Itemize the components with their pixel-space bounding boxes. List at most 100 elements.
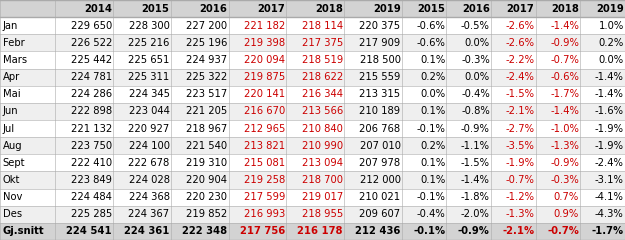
Text: 215 081: 215 081	[244, 158, 285, 168]
Text: 224 781: 224 781	[71, 72, 112, 82]
Text: 223 849: 223 849	[71, 175, 112, 185]
Text: 2015: 2015	[418, 4, 445, 14]
Text: 2016: 2016	[462, 4, 490, 14]
Bar	[0, 0, 625, 17]
Bar	[0, 69, 625, 86]
Bar	[0, 171, 625, 189]
Text: 224 286: 224 286	[71, 89, 112, 99]
Text: 225 196: 225 196	[186, 38, 228, 48]
Text: 2015: 2015	[142, 4, 169, 14]
Bar	[0, 34, 625, 51]
Text: -1.6%: -1.6%	[595, 106, 624, 116]
Text: 2017: 2017	[258, 4, 285, 14]
Text: 223 517: 223 517	[186, 89, 228, 99]
Text: -4.1%: -4.1%	[595, 192, 624, 202]
Text: 2016: 2016	[199, 4, 228, 14]
Text: 224 345: 224 345	[129, 89, 169, 99]
Text: 212 965: 212 965	[244, 124, 285, 134]
Text: -2.1%: -2.1%	[506, 106, 534, 116]
Text: 221 205: 221 205	[186, 106, 228, 116]
Text: 0.0%: 0.0%	[465, 38, 490, 48]
Text: -0.1%: -0.1%	[416, 124, 445, 134]
Text: 216 670: 216 670	[244, 106, 285, 116]
Text: 223 750: 223 750	[71, 141, 112, 151]
Text: 0.1%: 0.1%	[420, 175, 445, 185]
Text: 225 442: 225 442	[71, 55, 112, 65]
Text: -1.9%: -1.9%	[595, 124, 624, 134]
Text: 219 875: 219 875	[244, 72, 285, 82]
Text: 219 310: 219 310	[186, 158, 228, 168]
Text: 2018: 2018	[315, 4, 342, 14]
Text: -1.0%: -1.0%	[550, 124, 579, 134]
Text: 207 978: 207 978	[359, 158, 401, 168]
Text: -1.9%: -1.9%	[595, 141, 624, 151]
Text: -0.1%: -0.1%	[413, 226, 445, 236]
Text: 218 500: 218 500	[359, 55, 401, 65]
Text: 223 044: 223 044	[129, 106, 169, 116]
Text: 216 344: 216 344	[302, 89, 343, 99]
Text: 210 840: 210 840	[302, 124, 343, 134]
Bar	[0, 17, 625, 34]
Text: 213 094: 213 094	[302, 158, 343, 168]
Text: -2.1%: -2.1%	[503, 226, 534, 236]
Text: 218 519: 218 519	[301, 55, 343, 65]
Text: 0.2%: 0.2%	[420, 141, 445, 151]
Text: 221 182: 221 182	[244, 21, 285, 31]
Text: Gj.snitt: Gj.snitt	[2, 226, 44, 236]
Text: 225 651: 225 651	[128, 55, 169, 65]
Text: Sept: Sept	[2, 158, 25, 168]
Text: Jul: Jul	[2, 124, 14, 134]
Text: -2.6%: -2.6%	[506, 38, 534, 48]
Text: 218 114: 218 114	[302, 21, 343, 31]
Text: Aug: Aug	[2, 141, 22, 151]
Text: 210 189: 210 189	[359, 106, 401, 116]
Text: -1.1%: -1.1%	[461, 141, 490, 151]
Text: 218 700: 218 700	[302, 175, 343, 185]
Text: 216 178: 216 178	[298, 226, 343, 236]
Text: 224 368: 224 368	[129, 192, 169, 202]
Text: -1.3%: -1.3%	[506, 209, 534, 219]
Text: 218 967: 218 967	[186, 124, 228, 134]
Text: 2019: 2019	[596, 4, 624, 14]
Text: 213 566: 213 566	[301, 106, 343, 116]
Text: -0.5%: -0.5%	[461, 21, 490, 31]
Text: -1.9%: -1.9%	[506, 158, 534, 168]
Bar	[0, 51, 625, 69]
Text: Jun: Jun	[2, 106, 18, 116]
Text: -0.4%: -0.4%	[416, 209, 445, 219]
Text: 210 021: 210 021	[359, 192, 401, 202]
Text: 0.0%: 0.0%	[465, 72, 490, 82]
Text: -2.6%: -2.6%	[506, 21, 534, 31]
Text: Apr: Apr	[2, 72, 20, 82]
Text: 212 000: 212 000	[359, 175, 401, 185]
Bar	[0, 103, 625, 120]
Text: -0.9%: -0.9%	[550, 38, 579, 48]
Text: Mai: Mai	[2, 89, 20, 99]
Text: 224 484: 224 484	[71, 192, 112, 202]
Text: 0.7%: 0.7%	[554, 192, 579, 202]
Text: 229 650: 229 650	[71, 21, 112, 31]
Text: 220 094: 220 094	[244, 55, 285, 65]
Text: -3.5%: -3.5%	[506, 141, 534, 151]
Text: 2014: 2014	[84, 4, 112, 14]
Text: -1.4%: -1.4%	[461, 175, 490, 185]
Text: 2019: 2019	[372, 4, 401, 14]
Text: 209 607: 209 607	[359, 209, 401, 219]
Text: 219 017: 219 017	[301, 192, 343, 202]
Text: 0.1%: 0.1%	[420, 106, 445, 116]
Text: 218 622: 218 622	[301, 72, 343, 82]
Text: -0.6%: -0.6%	[416, 21, 445, 31]
Text: 215 559: 215 559	[359, 72, 401, 82]
Text: 222 410: 222 410	[71, 158, 112, 168]
Text: 225 311: 225 311	[128, 72, 169, 82]
Text: 213 821: 213 821	[244, 141, 285, 151]
Bar	[0, 86, 625, 103]
Text: 225 322: 225 322	[186, 72, 228, 82]
Text: -1.8%: -1.8%	[461, 192, 490, 202]
Text: 1.0%: 1.0%	[599, 21, 624, 31]
Text: -0.9%: -0.9%	[461, 124, 490, 134]
Text: 220 141: 220 141	[244, 89, 285, 99]
Text: -1.5%: -1.5%	[506, 89, 534, 99]
Text: -1.3%: -1.3%	[550, 141, 579, 151]
Bar	[0, 206, 625, 223]
